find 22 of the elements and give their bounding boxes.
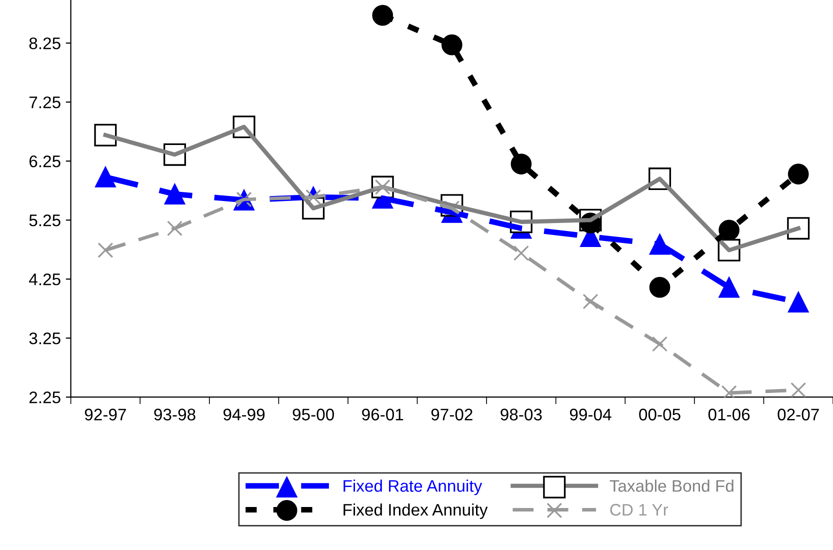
y-tick-label: 2.25 <box>29 392 60 404</box>
y-tick-label: 3.25 <box>29 332 60 344</box>
x-tick-label: 96-01 <box>362 408 404 420</box>
x-tick-label: 93-98 <box>154 408 196 420</box>
x-tick-label: 98-03 <box>500 408 542 420</box>
text: Fixed Rate Annuity <box>344 480 482 496</box>
x-tick-label: 94-99 <box>224 408 265 420</box>
x-tick-label: 95-00 <box>292 408 334 420</box>
text: CD 1 Yr <box>610 504 668 516</box>
x-tick-label: 00-05 <box>639 408 680 420</box>
y-tick-label: 6.25 <box>29 155 60 168</box>
x-tick-label: 92-97 <box>84 408 126 420</box>
x-tick-label: 99-04 <box>570 408 612 420</box>
y-tick-label: 4.25 <box>29 273 60 286</box>
x-tick-label: 01-06 <box>708 408 750 420</box>
text: Fixed Index Annuity <box>344 503 488 520</box>
x-tick-label: 02-07 <box>778 408 819 420</box>
y-tick-label: 7.25 <box>30 96 60 108</box>
y-tick-label: 5.25 <box>29 214 60 226</box>
y-tick-label: 8.25 <box>29 37 60 50</box>
text: Taxable Bond Fd <box>610 480 734 492</box>
x-tick-label: 97-02 <box>431 408 472 420</box>
